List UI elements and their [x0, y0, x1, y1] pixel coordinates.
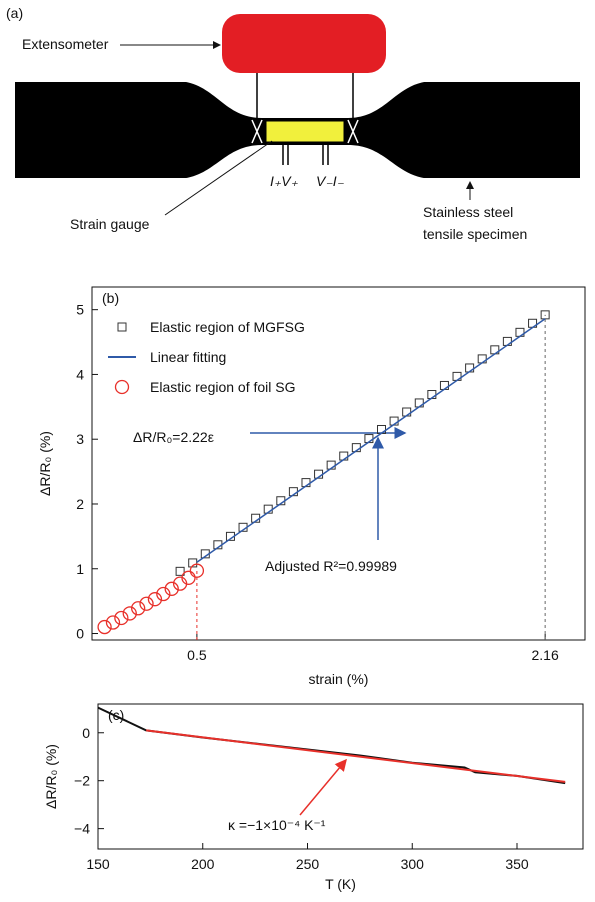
square-point [175, 566, 185, 576]
square-point [502, 336, 512, 346]
y-tick-label: −2 [74, 773, 90, 789]
square-point [188, 558, 198, 568]
line-series [97, 706, 566, 785]
x-tick-label: 300 [401, 856, 425, 872]
lead-wire [282, 145, 329, 165]
circle-point [105, 615, 121, 630]
extensometer-leg [256, 73, 354, 120]
circle-point [181, 570, 196, 585]
y-tick-label: 1 [76, 561, 84, 577]
strain-gauge [265, 120, 345, 143]
cutout [175, 145, 435, 179]
circle-point [147, 592, 163, 607]
arrow [299, 758, 347, 816]
annotation: κ =−1×10⁻⁴ K⁻¹ [228, 817, 326, 833]
circle-point [122, 606, 137, 621]
y-tick-label: 5 [76, 302, 84, 318]
circle-point [139, 596, 154, 611]
legend-marker [117, 322, 127, 332]
circle-point [131, 601, 146, 616]
circle-point [164, 581, 179, 596]
y-tick-label: −4 [74, 821, 90, 837]
panel-label: (b) [102, 290, 119, 306]
square-point [414, 398, 424, 408]
label: tensile specimen [423, 226, 527, 242]
panel-label: (a) [6, 5, 23, 21]
pointer [164, 140, 273, 216]
x-tick-label: 150 [86, 856, 110, 872]
plot-frame [91, 286, 586, 641]
x-tick-label: 2.16 [532, 647, 559, 663]
annotation: ΔR/R₀=2.22ε [133, 429, 214, 445]
diagram: (a) I₊V₊ V₋I₋ Extensometer Strain gauge … [6, 5, 580, 242]
panel-label: (c) [108, 707, 124, 723]
line-series [146, 729, 566, 783]
knife-edge [251, 119, 359, 144]
x-axis-label: T (K) [325, 876, 356, 892]
x-tick-label: 200 [191, 856, 215, 872]
y-tick-label: 3 [76, 431, 84, 447]
legend-label: Linear fitting [150, 349, 226, 365]
circle-point [97, 619, 112, 635]
x-tick-label: 350 [505, 856, 529, 872]
cutout [175, 81, 435, 118]
legend-label: Elastic region of MGFSG [150, 319, 305, 335]
legend-label: Elastic region of foil SG [150, 379, 296, 395]
circle-point [156, 586, 171, 602]
y-tick-label: 2 [76, 496, 84, 512]
circle-point [189, 563, 205, 578]
legend-marker [114, 379, 130, 395]
y-axis-label: ΔR/R₀ (%) [43, 744, 59, 809]
x-axis-label: strain (%) [309, 671, 369, 687]
line-series [196, 318, 546, 563]
y-tick-label: 0 [76, 626, 84, 642]
y-axis-label: ΔR/R₀ (%) [37, 431, 53, 496]
extensometer [222, 14, 386, 73]
label: Extensometer [22, 36, 109, 52]
lead-label: I₊V₊ [270, 173, 299, 189]
label: Strain gauge [70, 216, 150, 232]
circle-point [114, 610, 129, 626]
y-tick-label: 4 [76, 366, 84, 382]
x-tick-label: 250 [296, 856, 320, 872]
lead-label: V₋I₋ [316, 173, 345, 189]
y-tick-label: 0 [82, 725, 90, 741]
label: Stainless steel [423, 204, 513, 220]
plot-frame [97, 703, 584, 850]
x-tick-label: 0.5 [187, 647, 207, 663]
annotation: Adjusted R²=0.99989 [265, 558, 397, 574]
